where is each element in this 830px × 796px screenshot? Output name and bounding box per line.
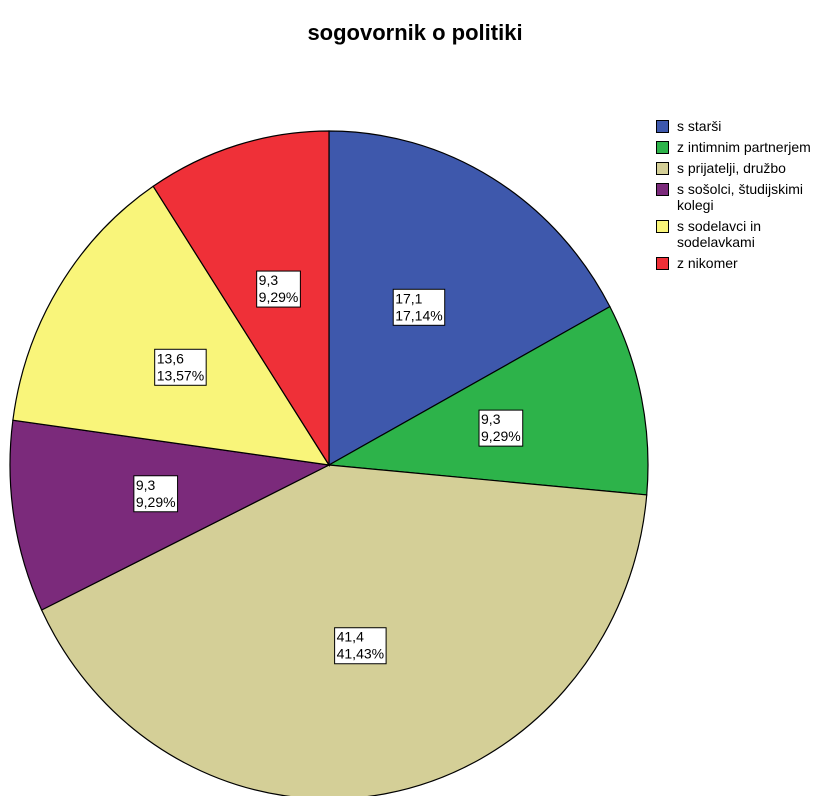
percent-label: 13,57% [157,367,204,383]
percent-label: 17,14% [395,307,442,323]
data-label: 17,117,14% [392,288,446,326]
label-box [133,475,179,513]
value-label: 41,4 [337,629,364,645]
percent-label: 9,29% [481,428,521,444]
pie-slice [327,305,649,496]
value-label: 9,3 [136,477,156,493]
legend-label: z nikomer [677,255,738,271]
legend-label: s sošolci, študijskimi kolegi [677,181,804,213]
chart-title: sogovornik o politiki [307,20,522,45]
value-label: 9,3 [481,411,501,427]
value-label: 9,3 [259,272,279,288]
data-label: 9,39,29% [133,475,179,513]
percent-label: 9,29% [259,289,299,305]
label-box [334,627,387,665]
percent-label: 41,43% [337,646,384,662]
legend-swatch [656,162,669,175]
legend: s starši z intimnim partnerjem s prijatelj… [656,118,830,276]
legend-swatch [656,257,669,270]
pie-slice [328,130,611,467]
legend-label: s starši [677,118,722,134]
data-label: 9,39,29% [256,270,301,308]
pie-slice [152,130,330,468]
legend-item: z intimnim partnerjem [656,139,830,155]
data-label: 9,39,29% [478,409,524,447]
label-box [256,270,301,308]
legend-item: s starši [656,118,830,134]
legend-swatch [656,141,669,154]
label-box [478,409,524,447]
legend-label: s sodelavci in sodelavkami [677,218,762,250]
percent-label: 9,29% [136,494,176,510]
pie-slice [9,419,331,611]
label-box [154,348,207,386]
data-label: 41,441,43% [334,627,387,665]
legend-item: s sošolci, študijskimi kolegi [656,181,830,213]
value-label: 17,1 [395,290,422,306]
legend-swatch [656,120,669,133]
legend-item: s sodelavci in sodelavkami [656,218,830,250]
legend-swatch [656,183,669,196]
legend-swatch [656,220,669,233]
legend-label: z intimnim partnerjem [677,139,811,155]
legend-label: s prijatelji, družbo [677,160,786,176]
value-label: 13,6 [157,350,184,366]
legend-item: s prijatelji, družbo [656,160,830,176]
label-box [392,288,446,326]
data-label: 13,613,57% [154,348,207,386]
pie-slice [12,185,331,466]
legend-item: z nikomer [656,255,830,271]
